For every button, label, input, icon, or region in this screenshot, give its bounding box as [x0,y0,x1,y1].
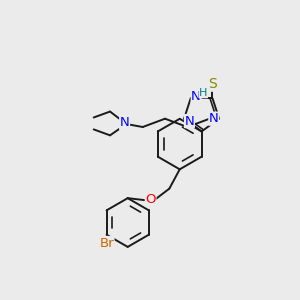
Text: H: H [199,88,207,98]
Text: N: N [209,112,219,125]
Text: N: N [191,90,201,103]
Text: S: S [208,77,217,91]
Text: O: O [145,194,156,206]
Text: N: N [120,116,130,129]
Text: N: N [184,115,194,128]
Text: Br: Br [99,236,114,250]
